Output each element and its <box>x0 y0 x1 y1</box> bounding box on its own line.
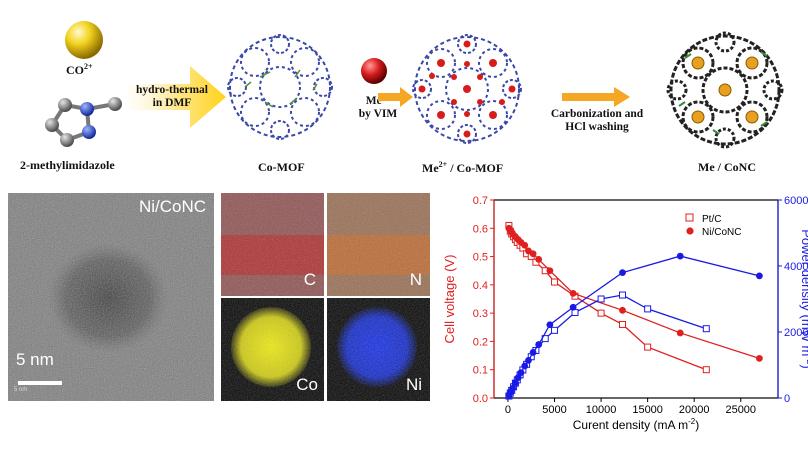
data-point <box>521 362 529 370</box>
data-point <box>755 355 763 362</box>
data-point <box>546 267 554 275</box>
data-point <box>551 278 559 286</box>
metal-ion-sphere-icon <box>361 58 387 84</box>
data-point <box>569 303 577 311</box>
eds-map-nitrogen: N <box>327 193 430 296</box>
x-axis-title: Curent density (mA m-2) <box>573 417 700 432</box>
data-point <box>517 369 525 376</box>
tem-sample-label: Ni/CoNC <box>138 197 206 216</box>
x-tick-label: 25000 <box>725 404 756 416</box>
data-point <box>676 329 684 337</box>
eds-map-label: Ni <box>405 375 422 394</box>
x-tick-label: 10000 <box>586 404 617 416</box>
data-point <box>644 305 652 313</box>
data-point <box>597 295 605 303</box>
polarization-power-chart: 0.0 0.1 0.2 0.3 0.4 0.5 0.6 0.7 0 2000 4000 6000 0 50… <box>442 195 808 432</box>
x-tick-label: 5000 <box>542 404 566 416</box>
y-left-tick-label: 0.2 <box>473 336 488 348</box>
vim-arrow <box>378 87 413 107</box>
y-right-tick-label: 4000 <box>784 261 808 273</box>
series-line-ni-conc-right <box>508 255 760 397</box>
data-point <box>535 341 543 348</box>
data-point <box>546 321 554 329</box>
data-point <box>702 325 710 333</box>
x-tick-label: 15000 <box>632 404 663 416</box>
carbonization-step-label: Carbonization and HCl washing <box>550 108 644 133</box>
legend-label: Ni/CoNC <box>702 227 741 238</box>
data-point <box>525 356 532 364</box>
data-point <box>529 349 537 356</box>
methylimidazole-molecule-icon <box>45 97 122 147</box>
legend-marker <box>685 213 694 222</box>
cobalt-ion-label: CO2+ <box>66 62 93 77</box>
ligand-label: 2-methylimidazole <box>20 158 115 172</box>
data-point <box>702 366 710 374</box>
eds-map-label: N <box>409 270 422 289</box>
eds-map-cobalt: Co <box>221 298 324 401</box>
eds-map-label: C <box>303 270 316 289</box>
y-left-tick-label: 0.6 <box>473 223 488 235</box>
x-tick-label: 20000 <box>679 404 710 416</box>
cobalt-ion-sphere-icon <box>65 21 103 59</box>
data-point <box>619 269 626 276</box>
y-right-tick-label: 2000 <box>784 327 808 339</box>
data-point <box>551 326 559 334</box>
y-left-tick-label: 0.0 <box>473 393 488 405</box>
legend-label: Pt/C <box>702 214 721 225</box>
hydrothermal-arrow <box>128 66 226 128</box>
y-right-tick-label: 0 <box>784 393 790 405</box>
data-point <box>755 272 763 280</box>
y-right-axis-title: Power density (mW m-2) <box>799 229 808 369</box>
data-point <box>512 379 519 387</box>
data-point <box>644 343 652 351</box>
y-left-tick-label: 0.1 <box>473 365 488 377</box>
carbonization-arrow <box>562 87 630 107</box>
hydrothermal-step-label: hydro-thermal in DMF <box>136 84 208 109</box>
eds-map-nickel: Ni <box>327 298 430 401</box>
y-left-tick-label: 0.4 <box>473 280 488 292</box>
eds-map-carbon: C <box>221 193 324 296</box>
data-point <box>676 252 684 260</box>
data-point <box>619 306 626 314</box>
tem-image: Ni/CoNC 5 nm 5 nm <box>8 193 214 401</box>
co-mof-framework-icon <box>227 34 333 140</box>
me-co-mof-framework-icon <box>412 34 522 144</box>
legend-marker <box>686 227 694 235</box>
data-point <box>535 256 543 263</box>
y-left-tick-label: 0.5 <box>473 252 488 264</box>
data-point <box>521 241 529 249</box>
co-mof-label: Co-MOF <box>258 160 305 174</box>
x-tick-label: 0 <box>505 404 511 416</box>
data-point <box>569 289 577 297</box>
me-conc-structure-icon <box>666 31 784 149</box>
tem-scale-label: 5 nm <box>16 350 54 369</box>
data-point <box>509 385 517 392</box>
me-conc-label: Me / CoNC <box>698 160 756 174</box>
me-co-mof-label: Me2+ / Co-MOF <box>422 160 504 175</box>
y-left-tick-label: 0.3 <box>473 308 488 320</box>
eds-map-label: Co <box>296 375 318 394</box>
data-point <box>618 291 626 299</box>
data-point <box>618 320 626 328</box>
y-left-axis-title: Cell voltage (V) <box>442 255 457 344</box>
tem-scale-small-label: 5 nm <box>14 387 28 393</box>
data-point <box>597 309 605 317</box>
data-point <box>529 250 537 258</box>
tem-scale-bar <box>18 381 62 385</box>
data-point <box>514 374 522 381</box>
y-left-tick-label: 0.7 <box>473 195 488 207</box>
y-right-tick-label: 6000 <box>784 195 808 207</box>
